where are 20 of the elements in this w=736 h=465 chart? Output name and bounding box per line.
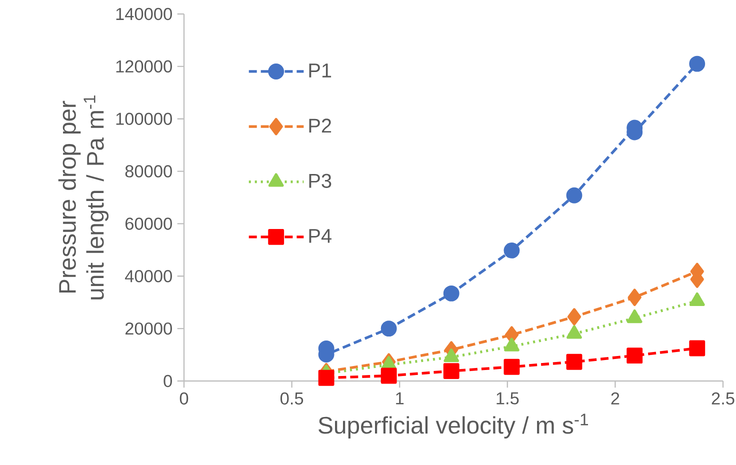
y-tick-label: 140000 <box>116 8 172 20</box>
x-tick-label: 1 <box>396 392 404 404</box>
y-tick-label: 20000 <box>125 322 172 335</box>
x-tick-label: 2.5 <box>712 392 734 405</box>
y-tick-label: 0 <box>164 374 172 388</box>
legend-label: P3 <box>309 174 332 188</box>
x-axis-title: Superficial velocity / m s$^{-1}$ <box>318 414 588 439</box>
x-tick-label: 0 <box>180 392 188 405</box>
y-tick-label: 40000 <box>125 270 172 282</box>
x-tick-label: 2 <box>611 392 620 404</box>
x-tick-label: 0.5 <box>280 392 304 405</box>
y-tick-label: 100000 <box>116 112 172 125</box>
x-tick-label: 1.5 <box>496 392 519 404</box>
legend-label: P4 <box>309 229 332 243</box>
y-tick-label: 80000 <box>125 165 172 178</box>
y-tick-label: 120000 <box>116 60 172 73</box>
legend-label: P2 <box>309 118 332 133</box>
y-tick-label: 60000 <box>125 218 172 230</box>
legend-label: P1 <box>309 64 332 78</box>
y-axis-title: Pressure drop per unit length / Pa m$^{-1}$ <box>58 96 109 300</box>
